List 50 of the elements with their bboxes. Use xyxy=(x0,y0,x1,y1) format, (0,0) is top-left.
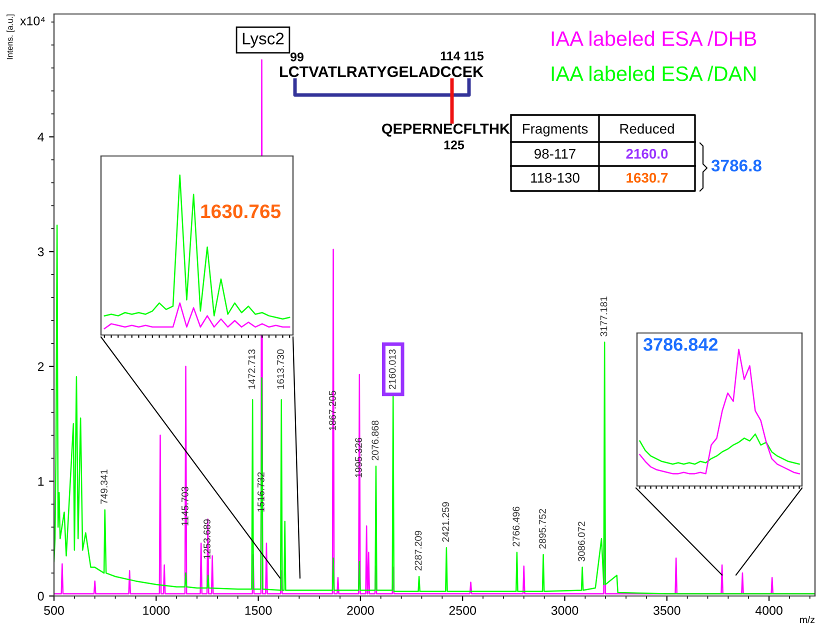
annotation: 118-130 xyxy=(531,172,580,183)
annotation: 125 xyxy=(444,140,464,150)
annotation: Reduced xyxy=(620,124,674,134)
x-tick-label: 500 xyxy=(44,606,64,615)
x-axis-title: m/z xyxy=(800,616,815,624)
text: x10⁴ xyxy=(20,16,45,26)
annotation: 1145.703 xyxy=(181,486,188,526)
annotation: 1516.732 xyxy=(257,472,264,512)
annotation: 2160.0 xyxy=(626,148,668,159)
annotation: QEPERNECFLTHK xyxy=(382,124,510,137)
y-tick-label: 4 xyxy=(38,132,44,142)
y-tick-label: 3 xyxy=(38,247,44,256)
y-tick-label: 2 xyxy=(38,362,44,371)
y-axis-title: Intens. [a.u.] xyxy=(6,14,14,60)
annotation: 1867.205 xyxy=(328,390,336,430)
annotation: 749.341 xyxy=(100,470,108,504)
annotation: 2421.259 xyxy=(442,502,450,542)
annotation: 2766.496 xyxy=(512,506,520,546)
text: IAA labeled ESA /DHB xyxy=(552,30,756,46)
annotation: 3786.842 xyxy=(643,338,718,351)
y-tick-label: 0 xyxy=(38,592,44,601)
annotation: 1995.326 xyxy=(355,438,362,478)
x-tick-label: 1000 xyxy=(143,606,170,615)
annotation: 2160.013 xyxy=(388,349,396,390)
annotation: 3086.072 xyxy=(578,522,585,562)
annotation: Lysc2 xyxy=(242,32,284,48)
x-tick-label: 2000 xyxy=(347,606,374,615)
x-tick-label: 1500 xyxy=(245,606,272,615)
x-tick-label: 4000 xyxy=(755,606,782,615)
x-tick-label: 2500 xyxy=(449,606,476,615)
annotation: 3177.181 xyxy=(600,296,608,336)
annotation: 1630.765 xyxy=(201,204,281,218)
annotation: 1472.713 xyxy=(248,349,256,389)
annotation: 99 xyxy=(290,52,304,62)
annotation: 3786.8 xyxy=(711,160,762,172)
annotation: 1613.730 xyxy=(277,349,284,389)
x-tick-label: 3000 xyxy=(551,606,578,615)
annotation: 114 115 xyxy=(440,52,484,60)
annotation: 1253.689 xyxy=(204,519,210,559)
annotation: 98-117 xyxy=(534,148,576,159)
annotation: 2287.209 xyxy=(414,530,422,570)
annotation: Fragments xyxy=(522,124,588,136)
x-tick-label: 3500 xyxy=(653,606,680,615)
annotation: 2895.752 xyxy=(539,509,546,549)
line-series xyxy=(54,224,815,594)
annotation: LCTVATLRATYGELADCCEK xyxy=(280,66,484,78)
text: IAA labeled ESA /DAN xyxy=(552,66,756,82)
annotation: 1630.7 xyxy=(626,172,668,183)
annotation: 2076.868 xyxy=(372,420,379,460)
y-tick-label: 1 xyxy=(38,477,44,486)
